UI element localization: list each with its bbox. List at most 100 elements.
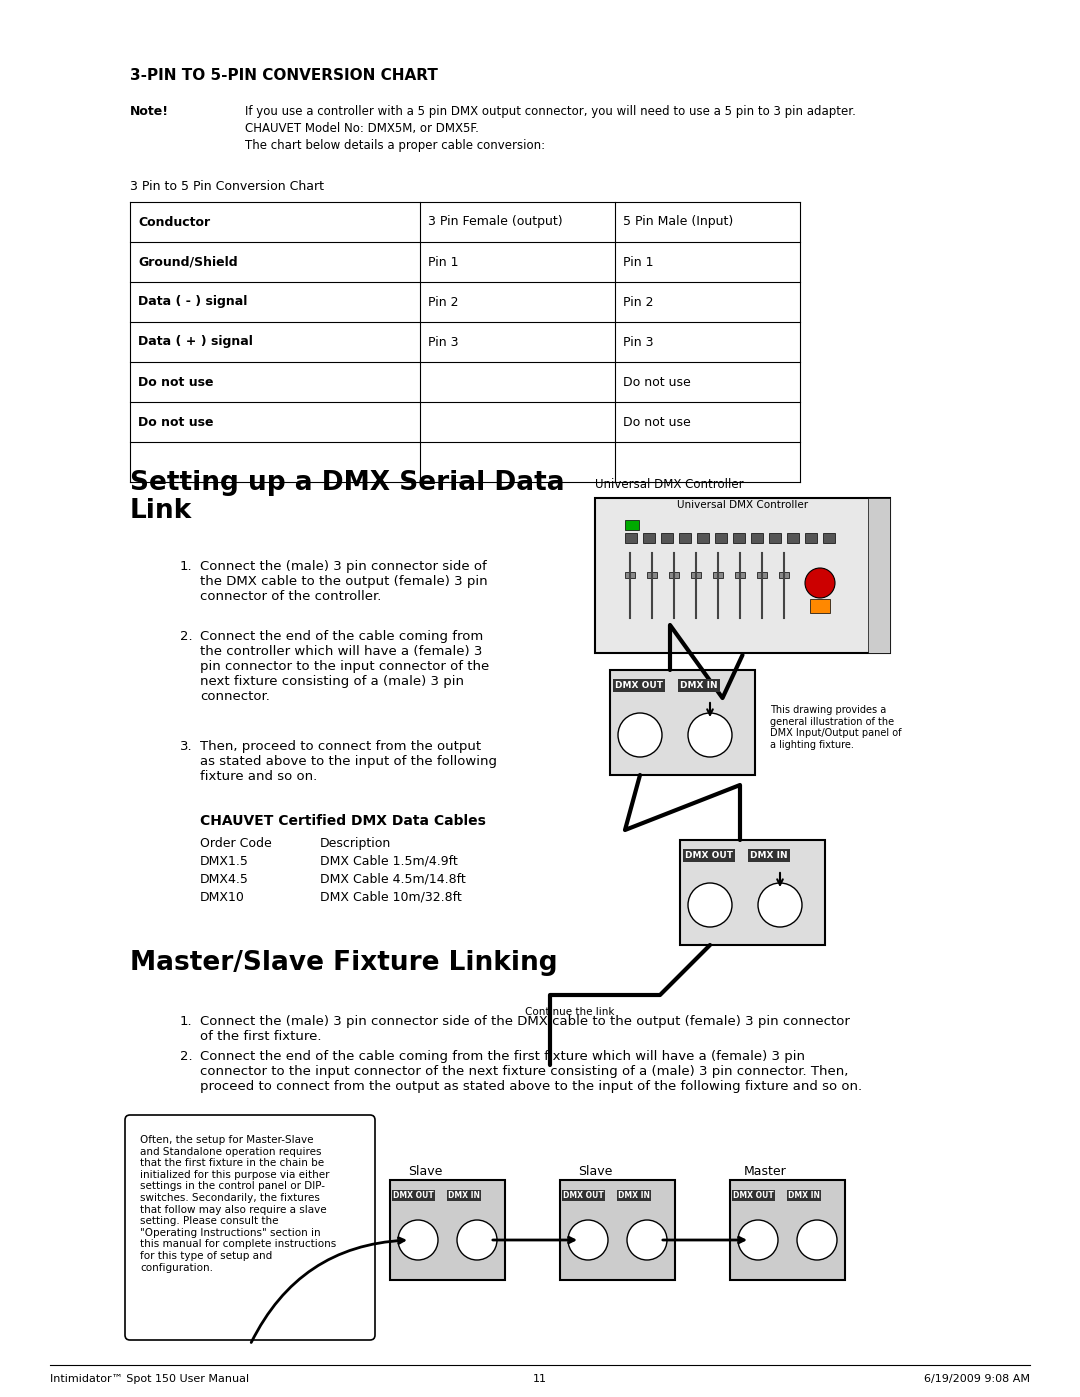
Circle shape bbox=[805, 569, 835, 598]
Circle shape bbox=[738, 1220, 778, 1260]
FancyBboxPatch shape bbox=[610, 671, 755, 775]
Text: DMX Cable 1.5m/4.9ft: DMX Cable 1.5m/4.9ft bbox=[320, 855, 458, 868]
FancyBboxPatch shape bbox=[125, 1115, 375, 1340]
Text: 1.: 1. bbox=[180, 560, 192, 573]
Text: Connect the (male) 3 pin connector side of the DMX cable to the output (female) : Connect the (male) 3 pin connector side … bbox=[200, 1016, 850, 1044]
Bar bbox=[805, 534, 816, 543]
Bar bbox=[757, 571, 767, 578]
FancyBboxPatch shape bbox=[680, 840, 825, 944]
Text: Do not use: Do not use bbox=[623, 376, 691, 388]
Text: Pin 1: Pin 1 bbox=[428, 256, 459, 268]
Bar bbox=[625, 534, 637, 543]
Text: Pin 2: Pin 2 bbox=[623, 296, 653, 309]
Bar bbox=[769, 534, 781, 543]
Circle shape bbox=[568, 1220, 608, 1260]
Bar bbox=[868, 497, 890, 652]
Text: Universal DMX Controller: Universal DMX Controller bbox=[677, 500, 808, 510]
Text: DMX10: DMX10 bbox=[200, 891, 245, 904]
Text: 6/19/2009 9:08 AM: 6/19/2009 9:08 AM bbox=[924, 1375, 1030, 1384]
Text: Connect the (male) 3 pin connector side of
the DMX cable to the output (female) : Connect the (male) 3 pin connector side … bbox=[200, 560, 488, 604]
Bar bbox=[733, 534, 745, 543]
Text: The chart below details a proper cable conversion:: The chart below details a proper cable c… bbox=[245, 138, 545, 152]
Text: DMX IN: DMX IN bbox=[750, 851, 787, 861]
Bar bbox=[625, 571, 635, 578]
Text: Slave: Slave bbox=[408, 1165, 442, 1178]
Bar bbox=[679, 534, 691, 543]
Text: Order Code: Order Code bbox=[200, 837, 272, 849]
Bar bbox=[823, 534, 835, 543]
FancyBboxPatch shape bbox=[561, 1180, 675, 1280]
Text: Connect the end of the cable coming from the first fixture which will have a (fe: Connect the end of the cable coming from… bbox=[200, 1051, 862, 1092]
Text: Setting up a DMX Serial Data: Setting up a DMX Serial Data bbox=[130, 469, 565, 496]
Circle shape bbox=[688, 712, 732, 757]
Text: Often, the setup for Master-Slave
and Standalone operation requires
that the fir: Often, the setup for Master-Slave and St… bbox=[140, 1134, 336, 1273]
Text: Conductor: Conductor bbox=[138, 215, 211, 229]
Text: Master: Master bbox=[744, 1165, 786, 1178]
Text: Connect the end of the cable coming from
the controller which will have a (femal: Connect the end of the cable coming from… bbox=[200, 630, 489, 703]
Text: Data ( - ) signal: Data ( - ) signal bbox=[138, 296, 247, 309]
FancyBboxPatch shape bbox=[730, 1180, 845, 1280]
Text: DMX OUT: DMX OUT bbox=[393, 1192, 434, 1200]
Circle shape bbox=[457, 1220, 497, 1260]
Circle shape bbox=[627, 1220, 667, 1260]
Bar bbox=[713, 571, 723, 578]
Text: Ground/Shield: Ground/Shield bbox=[138, 256, 238, 268]
Bar bbox=[779, 571, 789, 578]
Text: Do not use: Do not use bbox=[138, 415, 214, 429]
Bar bbox=[669, 571, 679, 578]
Text: Link: Link bbox=[130, 497, 192, 524]
Text: CHAUVET Certified DMX Data Cables: CHAUVET Certified DMX Data Cables bbox=[200, 814, 486, 828]
Text: Intimidator™ Spot 150 User Manual: Intimidator™ Spot 150 User Manual bbox=[50, 1375, 249, 1384]
Text: This drawing provides a
general illustration of the
DMX Input/Output panel of
a : This drawing provides a general illustra… bbox=[770, 705, 902, 750]
Text: CHAUVET Model No: DMX5M, or DMX5F.: CHAUVET Model No: DMX5M, or DMX5F. bbox=[245, 122, 478, 136]
Text: 3 Pin Female (output): 3 Pin Female (output) bbox=[428, 215, 563, 229]
Text: DMX OUT: DMX OUT bbox=[563, 1192, 604, 1200]
FancyBboxPatch shape bbox=[595, 497, 890, 652]
Circle shape bbox=[758, 883, 802, 928]
Text: If you use a controller with a 5 pin DMX output connector, you will need to use : If you use a controller with a 5 pin DMX… bbox=[245, 105, 855, 117]
Bar bbox=[810, 599, 831, 613]
Text: Pin 3: Pin 3 bbox=[623, 335, 653, 348]
Text: Pin 1: Pin 1 bbox=[623, 256, 653, 268]
Text: 11: 11 bbox=[534, 1375, 546, 1384]
Text: DMX IN: DMX IN bbox=[448, 1192, 480, 1200]
Text: DMX4.5: DMX4.5 bbox=[200, 873, 248, 886]
Bar bbox=[647, 571, 657, 578]
Text: DMX Cable 4.5m/14.8ft: DMX Cable 4.5m/14.8ft bbox=[320, 873, 465, 886]
Text: DMX OUT: DMX OUT bbox=[615, 680, 663, 690]
Text: Pin 3: Pin 3 bbox=[428, 335, 459, 348]
Text: DMX OUT: DMX OUT bbox=[685, 851, 733, 861]
Text: DMX1.5: DMX1.5 bbox=[200, 855, 248, 868]
Bar bbox=[735, 571, 745, 578]
Text: 3.: 3. bbox=[180, 740, 192, 753]
Text: DMX IN: DMX IN bbox=[788, 1192, 820, 1200]
Text: 2.: 2. bbox=[180, 1051, 192, 1063]
Bar bbox=[625, 520, 639, 529]
FancyBboxPatch shape bbox=[390, 1180, 505, 1280]
Text: DMX OUT: DMX OUT bbox=[733, 1192, 773, 1200]
Text: Continue the link: Continue the link bbox=[525, 1007, 615, 1017]
Text: Do not use: Do not use bbox=[138, 376, 214, 388]
Text: 3-PIN TO 5-PIN CONVERSION CHART: 3-PIN TO 5-PIN CONVERSION CHART bbox=[130, 68, 437, 82]
Bar bbox=[643, 534, 654, 543]
Circle shape bbox=[399, 1220, 438, 1260]
Text: DMX IN: DMX IN bbox=[618, 1192, 650, 1200]
Text: 2.: 2. bbox=[180, 630, 192, 643]
Text: Then, proceed to connect from the output
as stated above to the input of the fol: Then, proceed to connect from the output… bbox=[200, 740, 497, 782]
Circle shape bbox=[797, 1220, 837, 1260]
Text: DMX IN: DMX IN bbox=[680, 680, 717, 690]
Bar bbox=[751, 534, 762, 543]
Text: Universal DMX Controller: Universal DMX Controller bbox=[595, 478, 744, 490]
Bar bbox=[691, 571, 701, 578]
Text: Pin 2: Pin 2 bbox=[428, 296, 459, 309]
Bar bbox=[715, 534, 727, 543]
Text: 3 Pin to 5 Pin Conversion Chart: 3 Pin to 5 Pin Conversion Chart bbox=[130, 180, 324, 193]
Circle shape bbox=[688, 883, 732, 928]
Text: 1.: 1. bbox=[180, 1016, 192, 1028]
Text: Master/Slave Fixture Linking: Master/Slave Fixture Linking bbox=[130, 950, 557, 977]
Text: 5 Pin Male (Input): 5 Pin Male (Input) bbox=[623, 215, 733, 229]
Text: Description: Description bbox=[320, 837, 391, 849]
Text: DMX Cable 10m/32.8ft: DMX Cable 10m/32.8ft bbox=[320, 891, 462, 904]
Text: Slave: Slave bbox=[578, 1165, 612, 1178]
Text: Do not use: Do not use bbox=[623, 415, 691, 429]
